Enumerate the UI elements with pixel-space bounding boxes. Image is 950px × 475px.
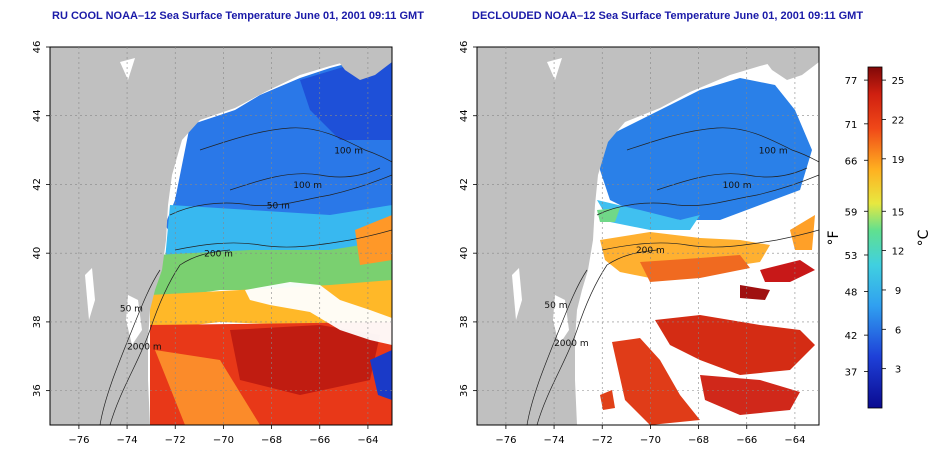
lat-tick-label: 42 — [459, 178, 470, 191]
cloud-edge — [370, 350, 392, 400]
celsius-tick-label: 25 — [892, 76, 905, 87]
sst-warm-strip — [640, 255, 750, 282]
fahrenheit-tick-label: 42 — [845, 331, 858, 342]
contour-label: 100 m — [759, 147, 788, 157]
celsius-tick-label: 15 — [892, 207, 905, 218]
sst-hot-patch-2 — [655, 315, 815, 375]
contour-line-gulf — [626, 127, 819, 163]
fahrenheit-tick-label: 71 — [845, 120, 858, 131]
temperature-colorbar: 25 22 19 15 12 9 6 3 77 71 66 59 53 48 42 37 °F °C — [826, 66, 932, 409]
sst-cold-patch — [300, 60, 392, 140]
celsius-tick-label: 12 — [892, 247, 905, 258]
contour-label: 200 m — [636, 246, 665, 256]
lon-tick-label: −68 — [688, 435, 709, 446]
lon-tick-label: −74 — [544, 435, 565, 446]
contour-line-shelf — [596, 174, 819, 216]
right-map-title: DECLOUDED NOAA–12 Sea Surface Temperatur… — [472, 10, 864, 22]
lon-tick-label: −70 — [213, 435, 234, 446]
contour-line-50 — [526, 269, 588, 425]
contour-line-2000 — [109, 249, 231, 425]
sst-warm-streak — [155, 350, 260, 425]
declouded-sst-map[interactable]: −76 −74 −72 −70 −68 −66 −64 36 38 40 42 44 46 100 m 1… — [459, 41, 820, 446]
fahrenheit-tick-label: 59 — [845, 207, 858, 218]
fahrenheit-tick-label: 53 — [845, 251, 858, 262]
lat-tick-label: 46 — [32, 41, 43, 54]
nova-scotia — [757, 47, 819, 80]
lat-tick-label: 46 — [459, 41, 470, 54]
left-map-title: RU COOL NOAA–12 Sea Surface Temperature … — [52, 10, 424, 22]
lon-tick-label: −72 — [165, 435, 186, 446]
contour-label: 50 m — [120, 305, 143, 315]
lat-tick-label: 44 — [459, 109, 470, 122]
lon-tick-label: −64 — [357, 435, 378, 446]
coast-bay — [85, 268, 95, 320]
lat-tick-label: 36 — [459, 384, 470, 397]
contour-label: 100 m — [723, 181, 752, 191]
sst-hottest-patch — [740, 285, 770, 300]
fahrenheit-tick-label: 48 — [845, 287, 858, 298]
contour-line-200 — [174, 229, 392, 251]
celsius-tick-label: 6 — [895, 325, 901, 336]
contour-label: 100 m — [293, 181, 322, 191]
sst-mid-patch — [597, 208, 620, 222]
lat-tick-label: 38 — [459, 316, 470, 329]
raw-sst-map[interactable]: −76 −74 −72 −70 −68 −66 −64 36 38 40 42 44 46 100 m 1… — [32, 41, 393, 446]
contour-label: 200 m — [204, 250, 233, 260]
lat-tick-label: 40 — [32, 247, 43, 260]
lon-tick-label: −72 — [592, 435, 613, 446]
lon-tick-label: −76 — [495, 435, 516, 446]
lat-tick-label: 38 — [32, 316, 43, 329]
lat-tick-label: 42 — [32, 178, 43, 191]
contour-line-200 — [601, 229, 819, 251]
nova-scotia — [330, 47, 392, 80]
cloud-region — [245, 282, 392, 345]
sst-patch-small — [600, 390, 615, 410]
fahrenheit-tick-label: 37 — [845, 368, 858, 379]
lon-tick-label: −76 — [68, 435, 89, 446]
lake-icon — [120, 58, 135, 80]
coast-inlet — [553, 295, 569, 345]
sst-cool-region — [165, 205, 392, 262]
fahrenheit-unit-label: °F — [826, 230, 842, 245]
contour-label: 50 m — [267, 202, 290, 212]
celsius-tick-label: 22 — [892, 115, 905, 126]
contour-line-50 — [99, 269, 161, 425]
sst-cool-region — [597, 200, 700, 230]
contour-line-gulf — [199, 127, 392, 163]
lon-tick-label: −66 — [736, 435, 757, 446]
celsius-unit-label: °C — [916, 229, 932, 246]
lat-tick-label: 40 — [459, 247, 470, 260]
contour-label: 100 m — [334, 147, 363, 157]
lon-tick-label: −70 — [640, 435, 661, 446]
colorbar-gradient — [867, 66, 883, 409]
sst-hot-patch-4 — [700, 375, 800, 415]
lon-tick-label: −64 — [784, 435, 805, 446]
lat-tick-label: 44 — [32, 109, 43, 122]
lake-icon — [547, 58, 562, 80]
contour-line-2000 — [536, 249, 658, 425]
coast-bay — [512, 268, 522, 320]
contour-line-shelf — [169, 174, 392, 216]
contour-label: 2000 m — [127, 342, 162, 352]
sst-hot-patch-1 — [760, 260, 815, 282]
coast-inlet — [126, 295, 142, 345]
sst-warm-patch — [355, 215, 392, 265]
lon-tick-label: −74 — [117, 435, 138, 446]
contour-line-georges — [656, 167, 808, 191]
lon-tick-label: −66 — [309, 435, 330, 446]
contour-label: 2000 m — [554, 339, 589, 349]
sst-warm-patch — [790, 215, 815, 250]
contour-label: 50 m — [544, 301, 567, 311]
celsius-tick-label: 19 — [892, 155, 905, 166]
celsius-tick-label: 9 — [895, 286, 901, 297]
sst-hot-patch-3 — [612, 338, 700, 425]
contour-line-georges — [229, 167, 381, 191]
sst-hottest-region — [230, 325, 380, 395]
lon-tick-label: −68 — [261, 435, 282, 446]
fahrenheit-tick-label: 66 — [845, 156, 858, 167]
fahrenheit-tick-label: 77 — [845, 76, 858, 87]
celsius-tick-label: 3 — [895, 365, 901, 376]
lat-tick-label: 36 — [32, 384, 43, 397]
